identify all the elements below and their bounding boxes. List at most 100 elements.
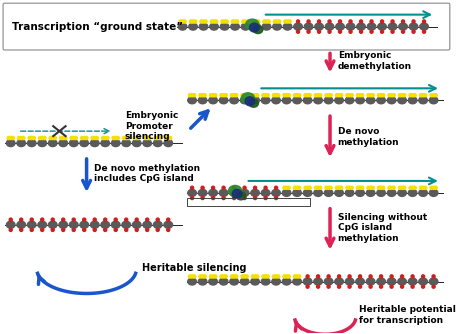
Circle shape (285, 186, 288, 189)
Ellipse shape (199, 23, 208, 30)
Circle shape (274, 275, 278, 278)
Circle shape (192, 94, 196, 97)
Circle shape (314, 94, 318, 97)
Circle shape (307, 30, 310, 33)
Circle shape (91, 136, 94, 140)
Circle shape (381, 30, 383, 33)
Ellipse shape (303, 278, 312, 285)
Ellipse shape (230, 97, 238, 104)
Circle shape (424, 186, 427, 189)
Ellipse shape (245, 97, 255, 106)
Circle shape (30, 136, 33, 140)
Circle shape (306, 186, 309, 189)
Circle shape (254, 196, 256, 199)
Circle shape (199, 94, 202, 97)
Ellipse shape (101, 221, 109, 228)
Ellipse shape (336, 23, 344, 30)
Circle shape (382, 94, 385, 97)
Circle shape (306, 94, 309, 97)
Ellipse shape (240, 278, 249, 285)
Circle shape (235, 275, 238, 278)
Ellipse shape (209, 189, 218, 196)
Circle shape (146, 136, 149, 140)
Circle shape (411, 186, 414, 189)
Circle shape (293, 275, 297, 278)
Circle shape (284, 20, 287, 23)
Ellipse shape (101, 140, 109, 147)
Circle shape (252, 275, 255, 278)
Circle shape (125, 136, 128, 140)
Circle shape (391, 20, 394, 23)
Ellipse shape (246, 19, 259, 30)
Circle shape (230, 94, 234, 97)
Circle shape (222, 275, 225, 278)
Bar (187, 198, 310, 206)
Circle shape (41, 218, 44, 221)
Ellipse shape (408, 278, 417, 285)
Circle shape (135, 136, 138, 140)
Circle shape (327, 186, 330, 189)
Circle shape (137, 136, 140, 140)
Ellipse shape (253, 26, 263, 33)
Circle shape (191, 20, 194, 23)
Circle shape (72, 218, 75, 221)
Circle shape (262, 275, 265, 278)
Circle shape (319, 186, 322, 189)
Circle shape (409, 94, 412, 97)
Circle shape (211, 275, 215, 278)
Circle shape (203, 275, 206, 278)
Circle shape (220, 275, 223, 278)
Ellipse shape (408, 97, 417, 104)
Circle shape (11, 136, 14, 140)
Circle shape (348, 285, 351, 288)
Circle shape (243, 196, 246, 199)
Circle shape (283, 275, 286, 278)
Circle shape (210, 94, 212, 97)
Circle shape (201, 275, 204, 278)
Circle shape (432, 94, 435, 97)
Circle shape (422, 30, 426, 33)
Circle shape (296, 94, 299, 97)
Circle shape (432, 186, 435, 189)
Circle shape (306, 275, 309, 278)
Ellipse shape (231, 23, 239, 30)
Circle shape (338, 20, 342, 23)
Ellipse shape (366, 278, 375, 285)
Ellipse shape (143, 221, 152, 228)
Circle shape (9, 136, 12, 140)
Ellipse shape (236, 192, 246, 200)
Circle shape (419, 186, 422, 189)
Circle shape (154, 136, 157, 140)
Ellipse shape (220, 23, 229, 30)
Circle shape (287, 94, 290, 97)
Circle shape (82, 136, 86, 140)
Ellipse shape (132, 221, 141, 228)
Circle shape (123, 136, 126, 140)
Circle shape (371, 186, 374, 189)
Circle shape (264, 94, 267, 97)
Circle shape (422, 20, 426, 23)
Ellipse shape (111, 140, 120, 147)
Ellipse shape (356, 278, 365, 285)
Circle shape (402, 94, 406, 97)
Ellipse shape (315, 23, 323, 30)
Circle shape (222, 196, 225, 199)
Circle shape (432, 275, 435, 278)
Circle shape (264, 275, 267, 278)
Circle shape (298, 94, 301, 97)
Ellipse shape (27, 221, 36, 228)
Circle shape (308, 94, 311, 97)
Ellipse shape (219, 189, 228, 196)
Circle shape (317, 186, 319, 189)
Circle shape (412, 20, 415, 23)
Circle shape (167, 228, 170, 231)
Circle shape (125, 218, 128, 221)
Ellipse shape (387, 189, 396, 196)
Ellipse shape (345, 189, 354, 196)
Circle shape (201, 186, 204, 189)
Ellipse shape (272, 189, 281, 196)
Circle shape (38, 136, 42, 140)
Circle shape (409, 186, 412, 189)
Circle shape (85, 136, 88, 140)
Circle shape (233, 275, 236, 278)
